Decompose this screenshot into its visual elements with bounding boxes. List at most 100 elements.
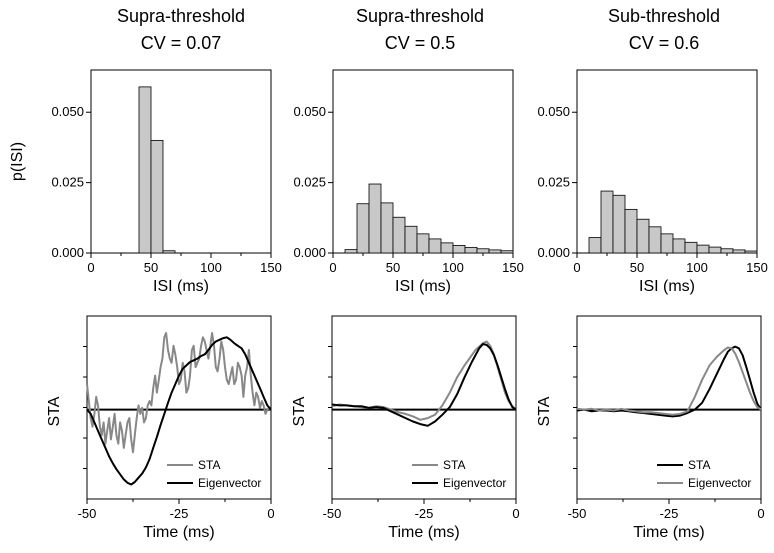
histogram-bar — [500, 250, 514, 254]
plot-frame — [576, 315, 762, 500]
histogram-bar — [356, 203, 370, 254]
panel-bottom-right: -50 -25 0 Time (ms) STA STA Eigenvector — [536, 315, 765, 541]
histogram-bar — [648, 226, 662, 254]
x-tick-label: 100 — [442, 260, 464, 275]
histogram-bar — [720, 248, 734, 254]
x-axis-label: Time (ms) — [633, 524, 704, 541]
x-axis-label: Time (ms) — [388, 524, 459, 541]
series-line-sta — [86, 332, 272, 454]
y-tick-label: 0.025 — [293, 175, 326, 190]
x-tick-label: 100 — [686, 260, 708, 275]
column-titles: Supra-threshold CV = 0.07 Supra-threshol… — [117, 6, 720, 53]
series-line-eigenvector — [331, 343, 517, 427]
histogram-bar — [732, 249, 746, 254]
histogram-bar — [696, 244, 710, 254]
legend: STA Eigenvector — [412, 458, 506, 490]
x-tick-label: 0 — [512, 506, 519, 521]
column-1-cv-label: CV = 0.07 — [141, 33, 222, 53]
x-tick-label: 50 — [144, 260, 158, 275]
panel-bottom-middle: -50 -25 0 Time (ms) STA STA Eigenvector — [291, 315, 520, 541]
x-tick-label: 150 — [502, 260, 524, 275]
column-1-title: Supra-threshold — [117, 6, 245, 26]
plot-frame — [86, 315, 272, 500]
histogram-bar — [416, 233, 430, 254]
x-tick-label: 0 — [329, 260, 336, 275]
histogram-bar — [162, 250, 176, 254]
panel-top-left: 0 50 100 150 0.000 0.025 0.050 ISI (ms) p(ISI) — [9, 69, 282, 295]
x-tick-label: -25 — [415, 506, 434, 521]
y-tick-label: 0.050 — [537, 104, 570, 119]
histogram-bar — [440, 242, 454, 254]
legend-label-sta: STA — [443, 458, 465, 472]
histogram-bar — [660, 233, 674, 254]
y-tick-label: 0.050 — [293, 104, 326, 119]
x-axis-label: Time (ms) — [143, 524, 214, 541]
x-axis-label: ISI (ms) — [153, 278, 209, 295]
histogram-bar — [150, 139, 164, 254]
y-tick-label: 0.050 — [51, 104, 84, 119]
histogram-bar — [404, 225, 418, 254]
legend: STA Eigenvector — [657, 458, 751, 490]
legend: STA Eigenvector — [167, 458, 261, 490]
x-tick-label: -50 — [568, 506, 587, 521]
series-line-eigenvector — [86, 336, 272, 486]
y-tick-label: 0.025 — [51, 175, 84, 190]
x-tick-label: 100 — [200, 260, 222, 275]
legend-label-sta: STA — [688, 458, 710, 472]
histogram-bar — [380, 202, 394, 254]
histogram-bar — [344, 249, 358, 254]
x-tick-label: -50 — [323, 506, 342, 521]
histogram-bar — [452, 244, 466, 254]
histogram-bar — [624, 208, 638, 254]
histogram-bar — [368, 183, 382, 254]
legend-label-eigenvector: Eigenvector — [198, 476, 261, 490]
series-line-sta — [331, 340, 517, 421]
panel-bottom-left: -50 -25 0 Time (ms) STA STA Eigenvector — [46, 315, 275, 541]
x-tick-label: 50 — [630, 260, 644, 275]
plot-frame — [90, 69, 272, 254]
x-tick-label: 0 — [573, 260, 580, 275]
histogram-bar — [744, 250, 758, 254]
y-axis-label: p(ISI) — [9, 142, 26, 181]
histogram-bar — [392, 216, 406, 254]
column-3-title: Sub-threshold — [608, 6, 720, 26]
y-tick-label: 0.000 — [293, 245, 326, 260]
histogram-bar — [428, 238, 442, 254]
panel-top-right: 0 50 100 150 0.000 0.025 0.050 ISI (ms) — [537, 69, 768, 295]
y-tick-label: 0.000 — [51, 245, 84, 260]
series-line-sta — [576, 345, 762, 418]
legend-label-eigenvector: Eigenvector — [443, 476, 506, 490]
histogram-bar — [464, 246, 478, 254]
column-2-title: Supra-threshold — [356, 6, 484, 26]
y-axis-label: STA — [46, 396, 63, 426]
y-axis-label: STA — [291, 396, 308, 426]
histogram-bar — [488, 249, 502, 254]
histogram-bar — [684, 241, 698, 254]
x-tick-label: -25 — [660, 506, 679, 521]
x-tick-label: -50 — [78, 506, 97, 521]
x-tick-label: 0 — [87, 260, 94, 275]
x-tick-label: 0 — [267, 506, 274, 521]
y-tick-label: 0.000 — [537, 245, 570, 260]
x-tick-label: 150 — [260, 260, 282, 275]
y-tick-label: 0.025 — [537, 175, 570, 190]
panel-top-middle: 0 50 100 150 0.000 0.025 0.050 ISI (ms) — [293, 69, 524, 295]
y-axis-label: STA — [536, 396, 553, 426]
x-axis-label: ISI (ms) — [395, 278, 451, 295]
histogram-bar — [588, 237, 602, 254]
legend-label-sta: STA — [198, 458, 220, 472]
histogram-bar — [138, 86, 152, 254]
histogram-bar — [476, 248, 490, 254]
histogram-bar — [636, 218, 650, 254]
x-tick-label: 50 — [386, 260, 400, 275]
legend-label-eigenvector: Eigenvector — [688, 476, 751, 490]
x-tick-label: -25 — [170, 506, 189, 521]
column-2-cv-label: CV = 0.5 — [385, 33, 456, 53]
x-tick-label: 0 — [757, 506, 764, 521]
series-line-eigenvector — [576, 346, 762, 416]
histogram-bar — [600, 190, 614, 254]
x-tick-label: 150 — [746, 260, 768, 275]
panels: 0 50 100 150 0.000 0.025 0.050 ISI (ms) p(ISI) 0 5… — [9, 69, 768, 541]
x-axis-label: ISI (ms) — [639, 278, 695, 295]
